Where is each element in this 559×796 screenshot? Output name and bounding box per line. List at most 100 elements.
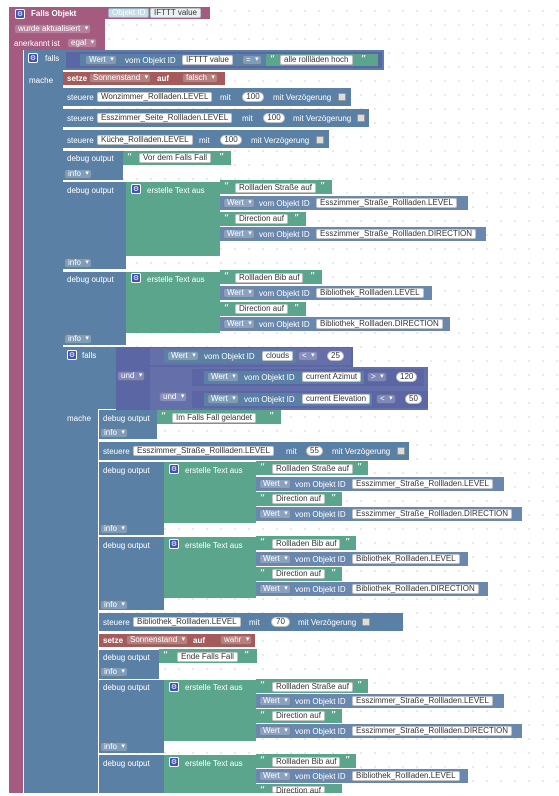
if-block[interactable] bbox=[24, 50, 63, 793]
delay-checkbox[interactable] bbox=[362, 618, 370, 626]
eq-operator-dropdown[interactable]: = bbox=[242, 55, 262, 65]
create-text-block[interactable] bbox=[126, 182, 220, 256]
and-operator-dropdown[interactable]: und bbox=[117, 371, 146, 381]
event-block[interactable] bbox=[9, 7, 23, 793]
lt-operator-dropdown[interactable]: < bbox=[376, 394, 396, 404]
bib-level-oid[interactable]: Bibliothek_Rollladen.LEVEL bbox=[352, 771, 460, 781]
control1-oid[interactable]: Wonzimmer_Rollladen.LEVEL bbox=[97, 92, 213, 102]
state-value-dropdown[interactable]: falsch bbox=[182, 73, 218, 83]
text-bib-1[interactable]: Rollladen Bib auf bbox=[272, 757, 341, 767]
debug4-text[interactable]: Im Falls Fall gelandet bbox=[172, 413, 257, 423]
control5-oid[interactable]: Bibliothek_Rollladen.LEVEL bbox=[133, 617, 241, 627]
debug-level-dropdown[interactable]: info bbox=[64, 258, 92, 268]
text-direction[interactable]: Direction auf bbox=[235, 304, 288, 314]
text-direction[interactable]: Direction auf bbox=[272, 786, 325, 795]
wert-dropdown[interactable]: Wert bbox=[207, 372, 239, 382]
wert-dropdown[interactable]: Wert bbox=[259, 584, 291, 594]
text-gear-icon[interactable]: ⚙ bbox=[131, 184, 141, 194]
debug-level-dropdown[interactable]: info bbox=[64, 169, 92, 179]
debug-block-2[interactable] bbox=[63, 182, 126, 269]
control1-value[interactable]: 100 bbox=[242, 92, 264, 102]
debug-level-dropdown[interactable]: info bbox=[100, 667, 128, 677]
strasse-dir-oid[interactable]: Esszimmer_Straße_Rollladen.DIRECTION bbox=[352, 509, 513, 519]
bib-dir-oid[interactable]: Bibliothek_Rollladen.DIRECTION bbox=[352, 584, 479, 594]
wert-dropdown[interactable]: Wert bbox=[85, 55, 117, 65]
wert-dropdown[interactable]: Wert bbox=[259, 726, 291, 736]
wert-dropdown[interactable]: Wert bbox=[223, 198, 255, 208]
control2-oid[interactable]: Esszimmer_Seite_Rollladen.LEVEL bbox=[97, 113, 233, 123]
text-direction[interactable]: Direction auf bbox=[235, 214, 288, 224]
text-direction[interactable]: Direction auf bbox=[272, 711, 325, 721]
cond1-oid[interactable]: IFTTT value bbox=[182, 55, 233, 65]
control4-oid[interactable]: Esszimmer_Straße_Rollladen.LEVEL bbox=[133, 446, 274, 456]
debug-level-dropdown[interactable]: info bbox=[100, 600, 128, 610]
if-gear-icon[interactable]: ⚙ bbox=[28, 53, 38, 63]
text-bib-1[interactable]: Rollladen Bib auf bbox=[272, 539, 341, 549]
debug-block-8[interactable] bbox=[99, 680, 164, 753]
create-text-block[interactable] bbox=[164, 537, 256, 598]
text-gear-icon[interactable]: ⚙ bbox=[169, 539, 179, 549]
control4-value[interactable]: 55 bbox=[306, 446, 323, 456]
text-gear-icon[interactable]: ⚙ bbox=[169, 757, 179, 767]
strasse-dir-oid[interactable]: Esszimmer_Straße_Rollladen.DIRECTION bbox=[316, 229, 477, 239]
create-text-block[interactable] bbox=[164, 755, 256, 793]
text-strasse-1[interactable]: Rollladen Straße auf bbox=[272, 464, 353, 474]
control2-value[interactable]: 100 bbox=[263, 113, 285, 123]
text-gear-icon[interactable]: ⚙ bbox=[169, 682, 179, 692]
text-bib-1[interactable]: Rollladen Bib auf bbox=[235, 273, 304, 283]
strasse-level-oid[interactable]: Esszimmer_Straße_Rollladen.LEVEL bbox=[352, 696, 493, 706]
strasse-level-oid[interactable]: Esszimmer_Straße_Rollladen.LEVEL bbox=[316, 198, 457, 208]
cond2-value-3[interactable]: 50 bbox=[405, 394, 422, 404]
wert-dropdown[interactable]: Wert bbox=[259, 479, 291, 489]
wert-dropdown[interactable]: Wert bbox=[259, 771, 291, 781]
debug-block-5[interactable] bbox=[99, 462, 164, 535]
state-var-dropdown[interactable]: Sonnenstand bbox=[89, 73, 152, 83]
wert-dropdown[interactable]: Wert bbox=[259, 554, 291, 564]
control3-value[interactable]: 100 bbox=[220, 135, 242, 145]
cond2-oid-3[interactable]: current Elevation bbox=[302, 394, 371, 404]
event-when-dropdown[interactable]: wurde aktualisiert bbox=[14, 24, 92, 34]
gt-operator-dropdown[interactable]: > bbox=[367, 372, 387, 382]
wert-dropdown[interactable]: Wert bbox=[223, 319, 255, 329]
bib-level-oid[interactable]: Bibliothek_Rollladen.LEVEL bbox=[352, 554, 460, 564]
debug-level-dropdown[interactable]: info bbox=[64, 334, 92, 344]
debug1-text[interactable]: Vor dem Falls Fall bbox=[139, 153, 212, 163]
debug-block-9[interactable] bbox=[99, 755, 164, 793]
create-text-block[interactable] bbox=[164, 462, 256, 523]
create-text-block[interactable] bbox=[164, 680, 256, 741]
delay-checkbox[interactable] bbox=[397, 447, 405, 455]
cond2-value-1[interactable]: 25 bbox=[327, 351, 344, 361]
text-gear-icon[interactable]: ⚙ bbox=[169, 464, 179, 474]
control5-value[interactable]: 70 bbox=[271, 617, 290, 627]
cond1-text[interactable]: alle rollläden hoch bbox=[280, 55, 353, 65]
debug-block-6[interactable] bbox=[99, 537, 164, 610]
wert-dropdown[interactable]: Wert bbox=[207, 394, 239, 404]
debug7-text[interactable]: Ende Falls Fall bbox=[177, 652, 238, 662]
text-gear-icon[interactable]: ⚙ bbox=[131, 273, 141, 283]
control3-oid[interactable]: Küche_Rollladen.LEVEL bbox=[97, 135, 193, 145]
state-var-dropdown[interactable]: Sonnenstand bbox=[126, 635, 189, 645]
bib-dir-oid[interactable]: Bibliothek_Rollladen.DIRECTION bbox=[316, 319, 443, 329]
bib-level-oid[interactable]: Bibliothek_Rollladen.LEVEL bbox=[316, 288, 424, 298]
text-strasse-1[interactable]: Rollladen Straße auf bbox=[235, 183, 316, 193]
debug-block-3[interactable] bbox=[63, 272, 126, 345]
text-direction[interactable]: Direction auf bbox=[272, 569, 325, 579]
event-ack-dropdown[interactable]: egal bbox=[67, 38, 98, 48]
gear-icon[interactable]: ⚙ bbox=[15, 9, 25, 19]
lt-operator-dropdown[interactable]: < bbox=[298, 351, 318, 361]
create-text-block[interactable] bbox=[126, 272, 220, 333]
debug-level-dropdown[interactable]: info bbox=[100, 428, 128, 438]
delay-checkbox[interactable] bbox=[338, 93, 346, 101]
wert-dropdown[interactable]: Wert bbox=[259, 509, 291, 519]
wert-dropdown[interactable]: Wert bbox=[167, 351, 199, 361]
wert-dropdown[interactable]: Wert bbox=[223, 229, 255, 239]
cond2-value-2[interactable]: 120 bbox=[396, 372, 417, 382]
text-direction[interactable]: Direction auf bbox=[272, 494, 325, 504]
debug-level-dropdown[interactable]: info bbox=[100, 524, 128, 534]
strasse-dir-oid[interactable]: Esszimmer_Straße_Rollladen.DIRECTION bbox=[352, 726, 513, 736]
wert-dropdown[interactable]: Wert bbox=[223, 288, 255, 298]
strasse-level-oid[interactable]: Esszimmer_Straße_Rollladen.LEVEL bbox=[352, 479, 493, 489]
delay-checkbox[interactable] bbox=[357, 114, 365, 122]
event-oid-value[interactable]: IFTTT value bbox=[150, 8, 201, 18]
